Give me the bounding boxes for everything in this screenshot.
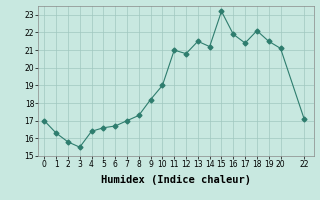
X-axis label: Humidex (Indice chaleur): Humidex (Indice chaleur)	[101, 175, 251, 185]
